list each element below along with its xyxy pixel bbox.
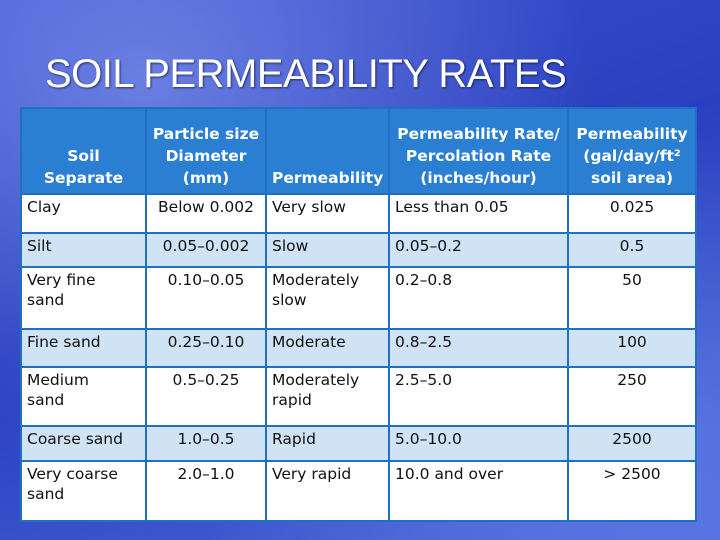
table-cell: 0.25–0.10 xyxy=(145,328,267,368)
header-row: Soil Separate Particle size Diameter (mm) Per… xyxy=(20,107,697,195)
table-cell: Very rapid xyxy=(265,460,390,522)
table-cell: Less than 0.05 xyxy=(388,193,569,234)
column-header: Permeability Rate/Percolation Rate (inche… xyxy=(388,107,569,195)
table-cell-line: Very coarse xyxy=(27,465,118,483)
table-cell: 5.0–10.0 xyxy=(388,425,569,462)
column-header-line: soil area) xyxy=(590,169,674,187)
table-cell-line: sand xyxy=(27,485,65,503)
table-cell-line: sand xyxy=(27,391,65,409)
table-cell: 100 xyxy=(567,328,697,368)
column-header-line: Diameter xyxy=(165,147,247,165)
column-header: Permeability xyxy=(265,107,390,195)
table-cell-line: sand xyxy=(27,291,65,309)
column-header-line: Particle size xyxy=(152,125,260,143)
column-header: Soil Separate xyxy=(20,107,147,195)
table-cell-line: Medium xyxy=(27,371,89,389)
table-cell: Very coarse sand xyxy=(20,460,147,522)
table-cell: Moderate xyxy=(265,328,390,368)
table-row: Very fine sand 0.10–0.05 Moderately slow 0.2–… xyxy=(20,266,697,330)
column-header-line: Soil xyxy=(67,147,100,165)
table-cell: Coarse sand xyxy=(20,425,147,462)
table-cell: 0.2–0.8 xyxy=(388,266,569,330)
table-cell: 2.0–1.0 xyxy=(145,460,267,522)
table-cell: Below 0.002 xyxy=(145,193,267,234)
table-row: Very coarse sand 2.0–1.0 Very rapid 10.0 and… xyxy=(20,460,697,522)
column-header: Particle size Diameter (mm) xyxy=(145,107,267,195)
table-cell: 50 xyxy=(567,266,697,330)
table-cell: 2500 xyxy=(567,425,697,462)
column-header-line: (inches/hour) xyxy=(420,169,537,187)
table-cell: Moderately slow xyxy=(265,266,390,330)
table-row: Fine sand 0.25–0.10 Moderate 0.8–2.5 100 xyxy=(20,328,697,368)
table-cell: Medium sand xyxy=(20,366,147,427)
table-cell: Silt xyxy=(20,232,147,268)
table-cell: 1.0–0.5 xyxy=(145,425,267,462)
table-row: Clay Below 0.002 Very slow Less than 0.05 0.… xyxy=(20,193,697,234)
table-cell: 0.05–0.002 xyxy=(145,232,267,268)
table-cell: Slow xyxy=(265,232,390,268)
table-cell: Very slow xyxy=(265,193,390,234)
table-cell-line: Moderately xyxy=(272,371,360,389)
table-cell: Fine sand xyxy=(20,328,147,368)
table-cell: 250 xyxy=(567,366,697,427)
table-cell: Very fine sand xyxy=(20,266,147,330)
column-header-line: Percolation Rate xyxy=(405,147,552,165)
column-header: Permeability (gal/day/ft² soil area) xyxy=(567,107,697,195)
column-header-line: (mm) xyxy=(182,169,230,187)
table-cell: 0.05–0.2 xyxy=(388,232,569,268)
table-cell: 10.0 and over xyxy=(388,460,569,522)
table-cell: 0.5–0.25 xyxy=(145,366,267,427)
table-cell: 0.5 xyxy=(567,232,697,268)
table-cell: 0.8–2.5 xyxy=(388,328,569,368)
table-cell-line: Very fine xyxy=(27,271,96,289)
table-cell: 0.025 xyxy=(567,193,697,234)
permeability-table: Soil Separate Particle size Diameter (mm) Per… xyxy=(20,107,697,522)
table-cell-line: slow xyxy=(272,291,307,309)
table-cell: 0.10–0.05 xyxy=(145,266,267,330)
table-cell: > 2500 xyxy=(567,460,697,522)
table-cell: 2.5–5.0 xyxy=(388,366,569,427)
table-cell-line: Moderately xyxy=(272,271,360,289)
table-cell: Rapid xyxy=(265,425,390,462)
column-header-line: Permeability xyxy=(272,169,384,187)
table-row: Medium sand 0.5–0.25 Moderately rapid 2.5–5.0… xyxy=(20,366,697,427)
column-header-line: Separate xyxy=(43,169,124,187)
table-row: Silt 0.05–0.002 Slow 0.05–0.2 0.5 xyxy=(20,232,697,268)
table-cell: Moderately rapid xyxy=(265,366,390,427)
table-cell: Clay xyxy=(20,193,147,234)
table-cell-line: rapid xyxy=(272,391,312,409)
slide-title: SOIL PERMEABILITY RATES xyxy=(45,52,567,96)
column-header-line: (gal/day/ft² xyxy=(583,147,681,165)
column-header-line: Permeability Rate/ xyxy=(397,125,560,143)
column-header-line: Permeability xyxy=(576,125,688,143)
table-row: Coarse sand 1.0–0.5 Rapid 5.0–10.0 2500 xyxy=(20,425,697,462)
